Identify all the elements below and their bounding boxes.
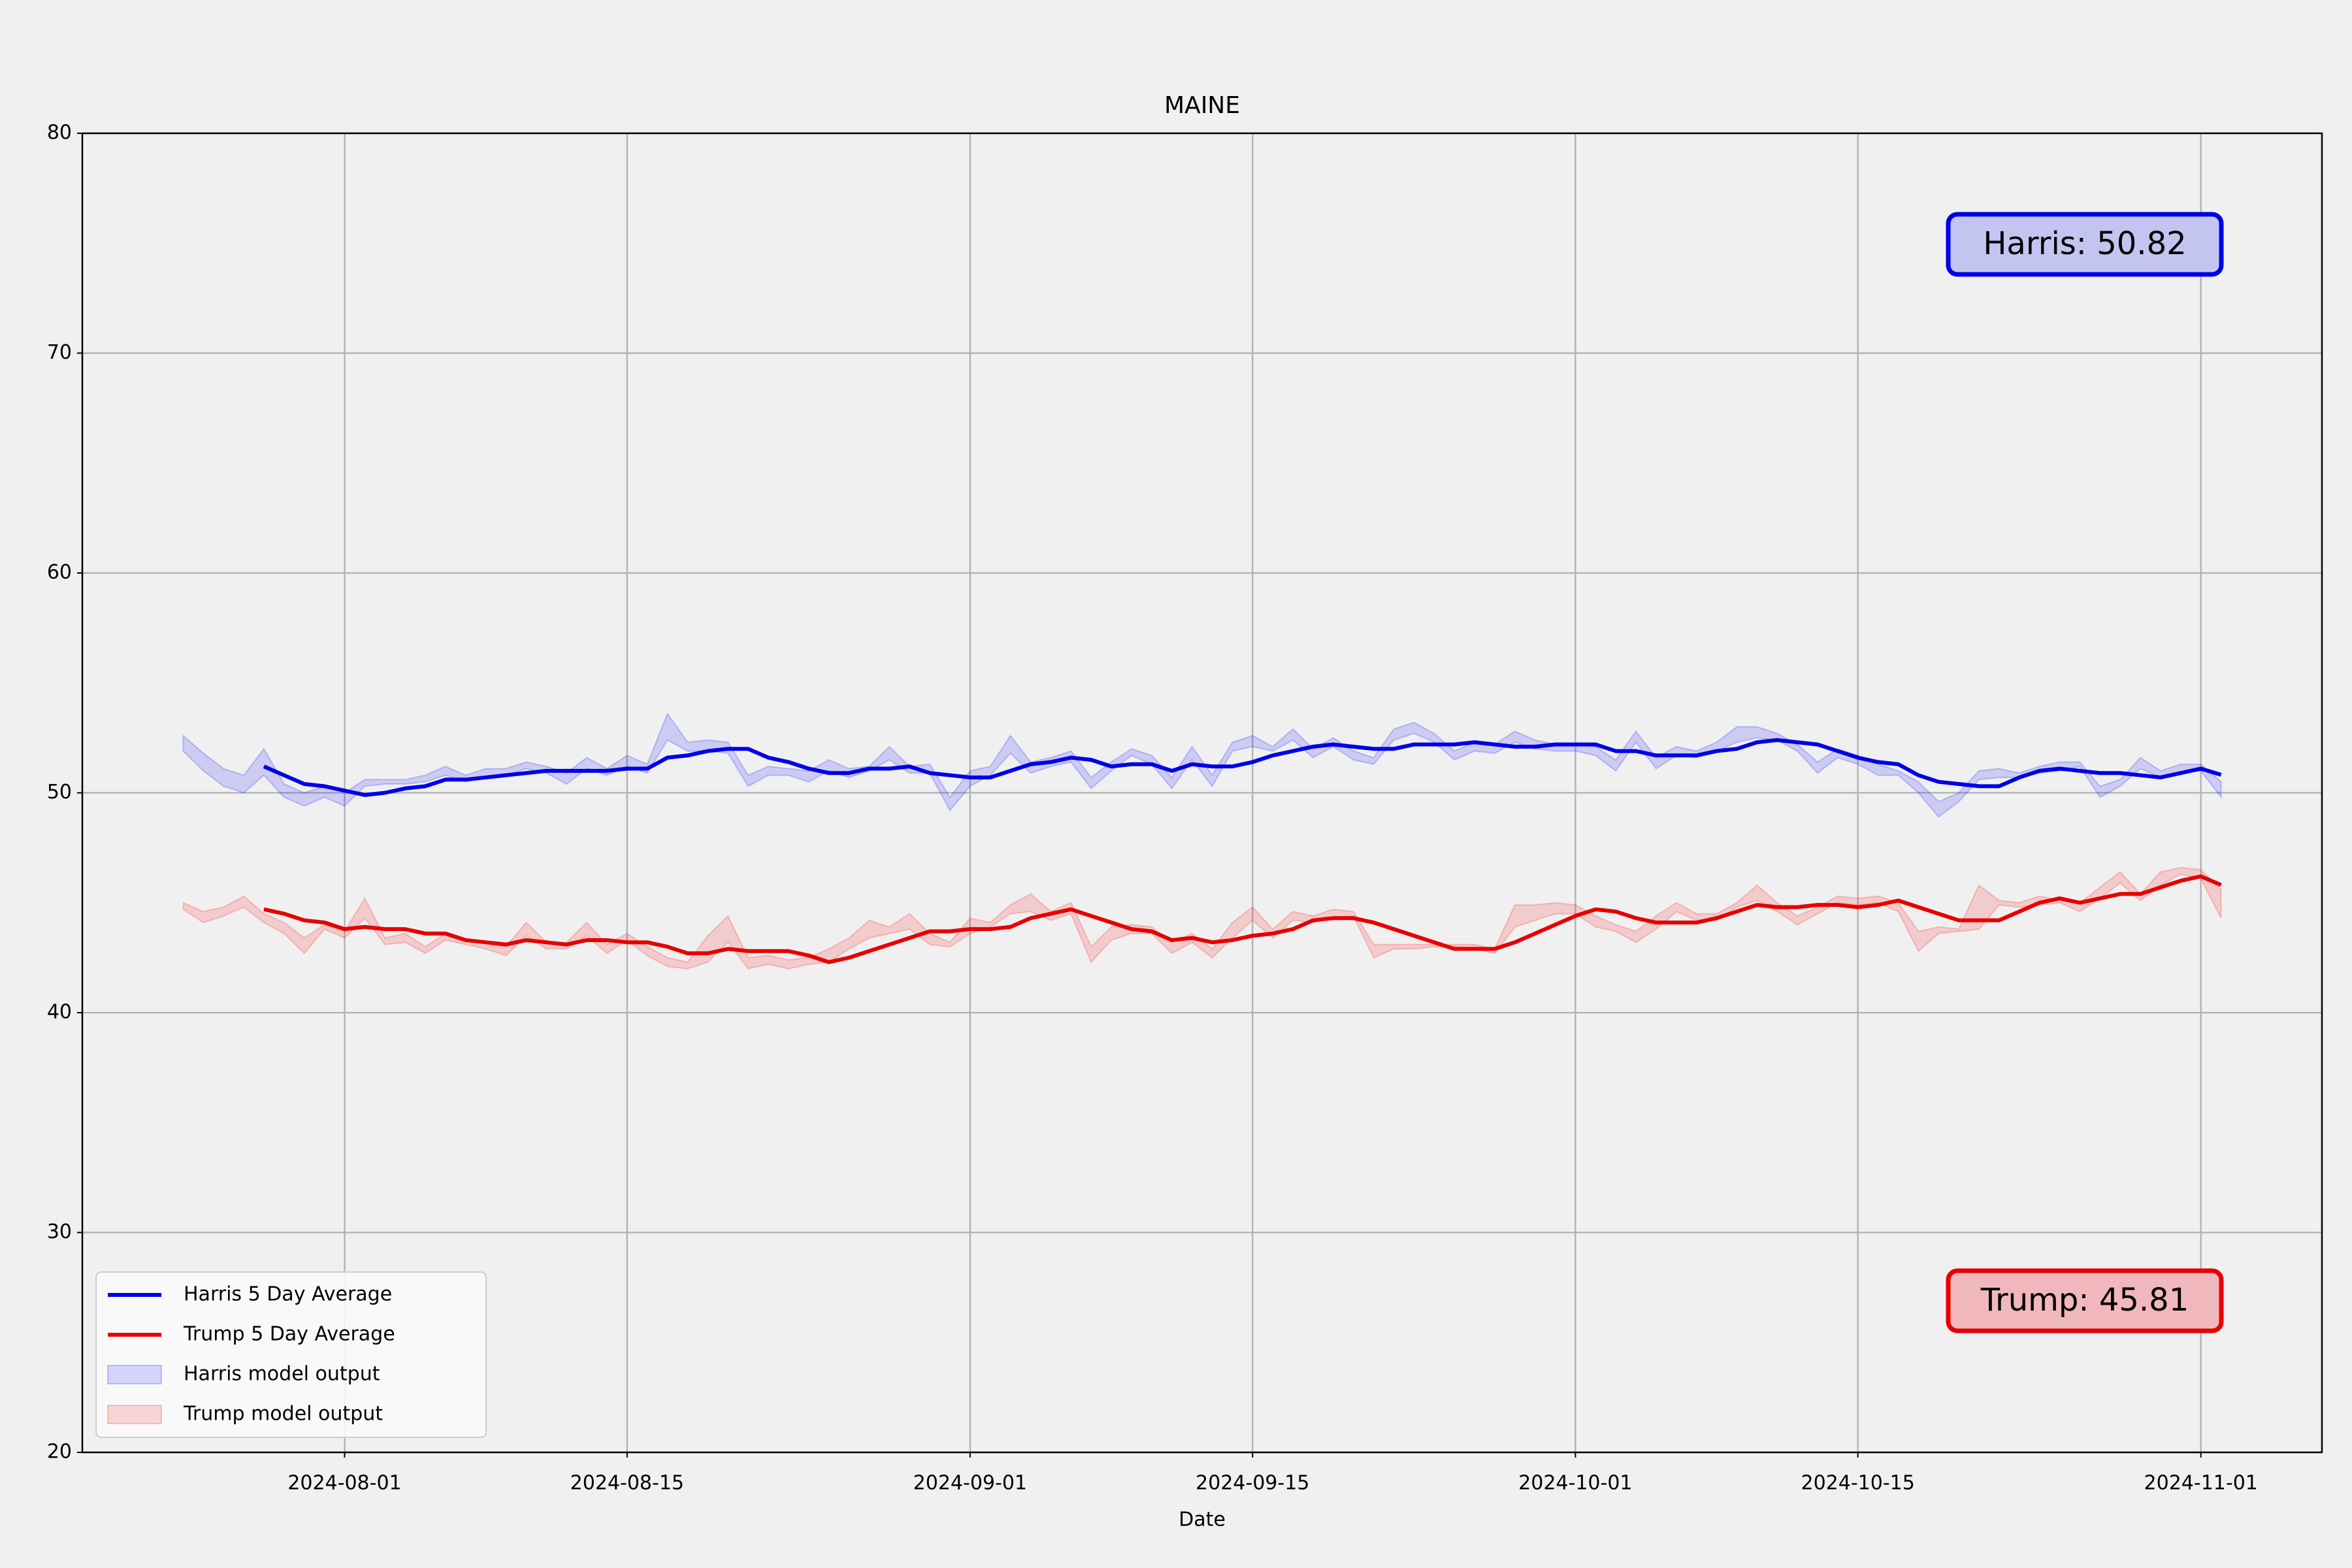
x-tick-label: 2024-10-15 [1801, 1472, 1915, 1495]
y-tick-label: 80 [47, 122, 72, 144]
average-line [263, 738, 2222, 797]
annotation-box [1946, 212, 2224, 277]
annotation: Harris: 50.82 [1946, 212, 2224, 277]
annotation-box [1946, 1268, 2224, 1333]
plot-frame [81, 132, 2323, 1454]
average-line [263, 874, 2222, 964]
legend-label: Harris 5 Day Average [184, 1283, 392, 1306]
y-tick-label: 70 [47, 341, 72, 364]
x-tick-label: 2024-09-01 [913, 1472, 1027, 1495]
legend-swatch [107, 1405, 162, 1424]
legend-label: Trump 5 Day Average [183, 1323, 395, 1346]
y-tick-label: 60 [47, 561, 72, 584]
x-tick-label: 2024-08-15 [570, 1472, 684, 1495]
annotation-text: Trump: 45.81 [1980, 1282, 2189, 1318]
y-tick-label: 30 [47, 1220, 72, 1243]
y-tick-label: 20 [47, 1441, 72, 1463]
legend-label: Harris model output [184, 1363, 380, 1386]
legend-swatch [107, 1365, 162, 1384]
model-band [182, 866, 2222, 970]
x-tick-label: 2024-11-01 [2144, 1472, 2258, 1495]
legend-label: Trump model output [183, 1403, 383, 1426]
annotation-text: Harris: 50.82 [1983, 225, 2186, 262]
legend-box [95, 1271, 487, 1438]
chart-title: MAINE [1164, 92, 1240, 119]
annotation: Trump: 45.81 [1946, 1268, 2224, 1333]
y-tick-label: 50 [47, 781, 72, 804]
y-tick-label: 40 [47, 1001, 72, 1024]
x-tick-label: 2024-10-01 [1518, 1472, 1632, 1495]
x-tick-label: 2024-08-01 [287, 1472, 401, 1495]
x-tick-label: 2024-09-15 [1196, 1472, 1309, 1495]
x-axis-label: Date [1179, 1509, 1226, 1531]
